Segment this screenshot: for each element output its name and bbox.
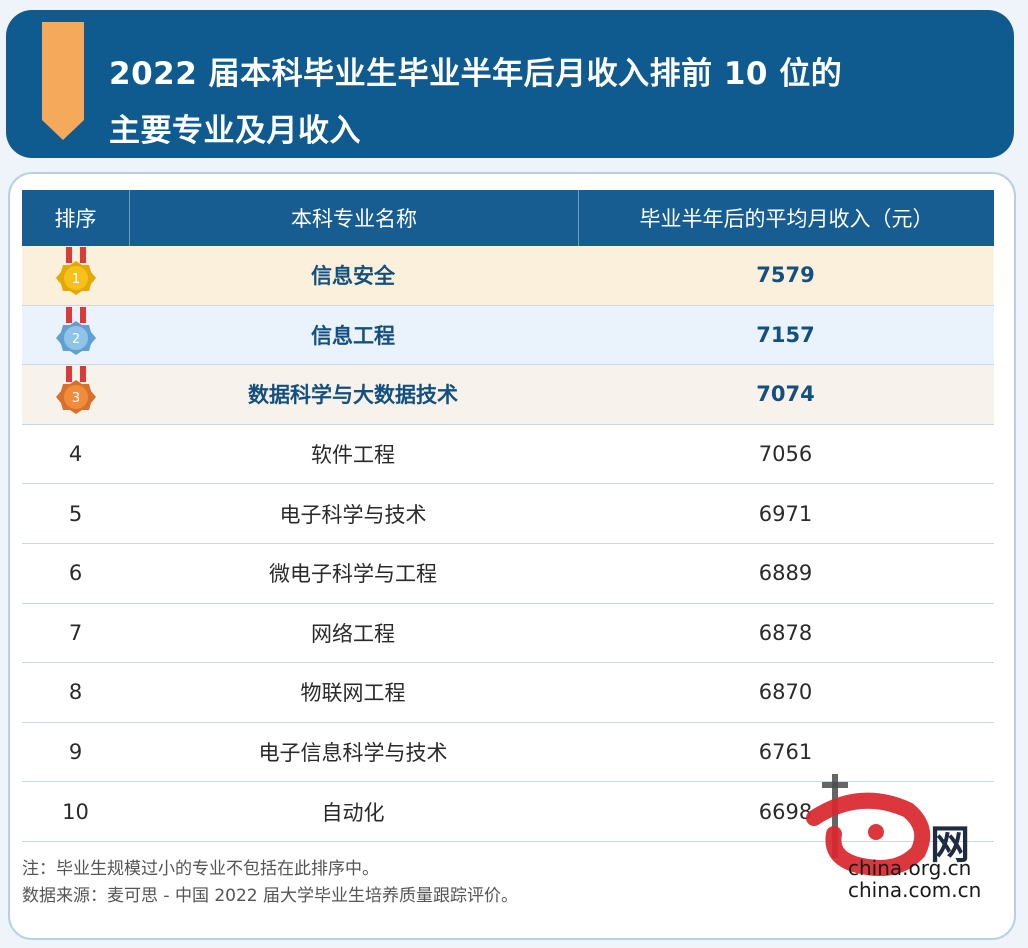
medal-rank-number: 1 bbox=[71, 272, 79, 287]
table-row: 9 电子信息科学与技术 6761 bbox=[22, 723, 994, 783]
income-cell: 7579 bbox=[756, 263, 815, 288]
table-header: 排序 本科专业名称 毕业半年后的平均月收入（元） bbox=[22, 190, 994, 246]
gold-medal-icon: 1 bbox=[55, 247, 96, 296]
title-banner: 2022 届本科毕业生毕业半年后月收入排前 10 位的 主要专业及月收入 bbox=[6, 10, 1014, 158]
watermark-url2: china.com.cn bbox=[848, 878, 982, 902]
table-row: 1 信息安全 7579 bbox=[22, 246, 994, 306]
rank-cell: 10 bbox=[62, 799, 89, 824]
rank-cell: 8 bbox=[68, 680, 83, 705]
watermark-url1: china.org.cn bbox=[848, 856, 972, 880]
bookmark-ribbon-icon bbox=[42, 22, 84, 140]
china-org-watermark: 网 china.org.cn china.com.cn bbox=[800, 768, 1000, 908]
watermark-brand: 网 bbox=[930, 822, 970, 868]
rank-cell: 5 bbox=[68, 501, 83, 526]
income-cell: 6698 bbox=[758, 799, 813, 824]
silver-medal-icon: 2 bbox=[55, 306, 96, 355]
rank-cell: 7 bbox=[68, 620, 83, 645]
bronze-medal-icon: 3 bbox=[55, 366, 96, 415]
table-row: 5 电子科学与技术 6971 bbox=[22, 484, 994, 544]
rank-cell: 9 bbox=[68, 740, 83, 765]
income-cell: 6878 bbox=[758, 620, 813, 645]
table-row: 6 微电子科学与工程 6889 bbox=[22, 544, 994, 604]
major-name-cell: 软件工程 bbox=[311, 443, 395, 468]
table-row: 3 数据科学与大数据技术 7074 bbox=[22, 365, 994, 425]
major-name-cell: 微电子科学与工程 bbox=[269, 562, 437, 587]
table-row: 10 自动化 6698 bbox=[22, 782, 994, 842]
header-rank: 排序 bbox=[22, 190, 130, 246]
major-name-cell: 电子信息科学与技术 bbox=[258, 741, 448, 766]
rank-medal-cell: 1 bbox=[22, 246, 129, 305]
header-major: 本科专业名称 bbox=[130, 190, 579, 246]
income-cell: 7074 bbox=[756, 382, 815, 407]
major-name-cell: 网络工程 bbox=[311, 621, 395, 646]
header-income: 毕业半年后的平均月收入（元） bbox=[639, 207, 934, 231]
income-table: 排序 本科专业名称 毕业半年后的平均月收入（元） 1 信息安全 7579 2 信息工程 7… bbox=[22, 190, 994, 842]
income-cell: 6870 bbox=[758, 680, 813, 705]
rank-medal-cell: 2 bbox=[22, 306, 129, 365]
medal-rank-number: 3 bbox=[71, 391, 79, 406]
income-cell: 7056 bbox=[758, 442, 813, 467]
major-name-cell: 信息工程 bbox=[311, 323, 395, 348]
page-title-line1: 2022 届本科毕业生毕业半年后月收入排前 10 位的 bbox=[109, 56, 843, 92]
major-name-cell: 电子科学与技术 bbox=[279, 502, 427, 527]
income-cell: 6889 bbox=[758, 561, 813, 586]
major-name-cell: 物联网工程 bbox=[300, 681, 406, 706]
table-row: 2 信息工程 7157 bbox=[22, 305, 994, 366]
table-row: 8 物联网工程 6870 bbox=[22, 663, 994, 723]
footnotes: 注：毕业生规模过小的专业不包括在此排序中。 数据来源：麦可思 - 中国 2022… bbox=[22, 856, 518, 910]
income-cell: 6761 bbox=[758, 740, 813, 765]
major-name-cell: 自动化 bbox=[321, 800, 385, 825]
table-row: 7 网络工程 6878 bbox=[22, 604, 994, 664]
medal-rank-number: 2 bbox=[71, 332, 79, 347]
page-title-line2: 主要专业及月收入 bbox=[109, 113, 361, 149]
china-logo-icon bbox=[806, 774, 931, 876]
income-cell: 6971 bbox=[758, 501, 813, 526]
rank-cell: 4 bbox=[68, 442, 83, 467]
income-cell: 7157 bbox=[756, 322, 815, 347]
table-body: 1 信息安全 7579 2 信息工程 7157 3 数据科学与大数据技术 7074 4 软件工程 70… bbox=[22, 246, 994, 842]
footnote-source: 数据来源：麦可思 - 中国 2022 届大学毕业生培养质量跟踪评价。 bbox=[22, 886, 519, 906]
rank-cell: 6 bbox=[68, 561, 83, 586]
footnote-exclusion: 注：毕业生规模过小的专业不包括在此排序中。 bbox=[22, 859, 379, 879]
rank-medal-cell: 3 bbox=[22, 365, 129, 424]
major-name-cell: 数据科学与大数据技术 bbox=[248, 383, 458, 408]
major-name-cell: 信息安全 bbox=[311, 264, 395, 289]
table-row: 4 软件工程 7056 bbox=[22, 425, 994, 485]
